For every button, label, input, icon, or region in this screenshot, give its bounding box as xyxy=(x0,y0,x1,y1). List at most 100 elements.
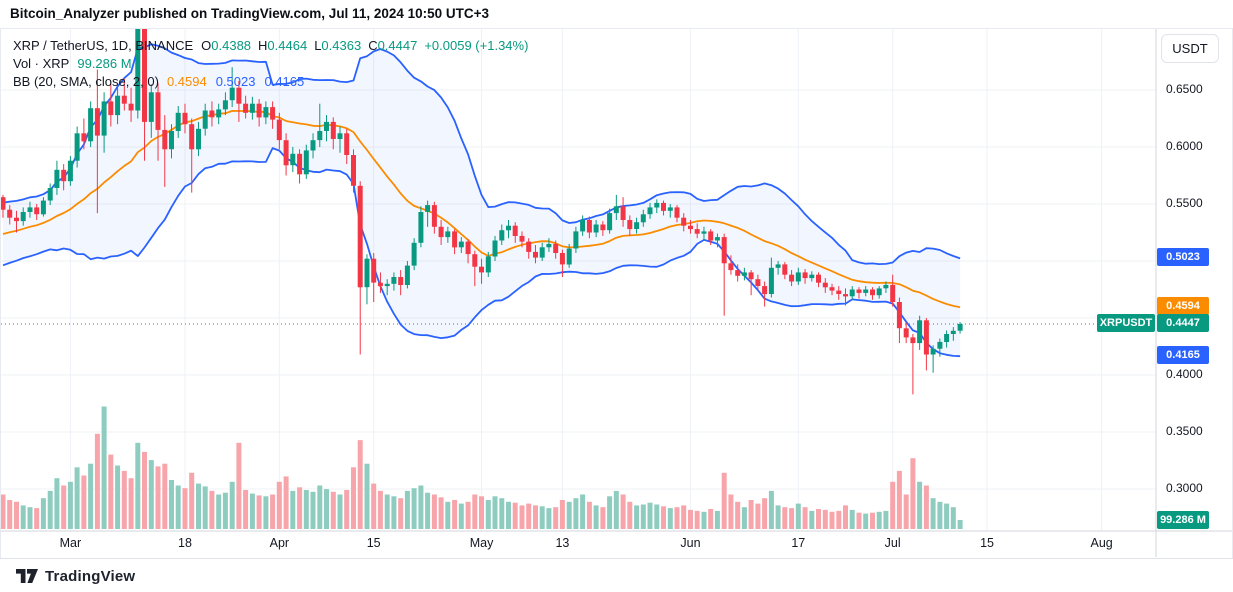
candle-body xyxy=(128,103,134,111)
time-axis-label[interactable]: May xyxy=(469,536,494,550)
candle-body xyxy=(371,258,377,283)
candle-body xyxy=(681,217,687,226)
volume-bar xyxy=(236,442,242,529)
bb-upper-badge: 0.5023 xyxy=(1157,248,1209,267)
time-axis-label[interactable]: 15 xyxy=(366,536,381,550)
volume-bar xyxy=(101,406,107,529)
candle-body xyxy=(398,277,404,285)
currency-toggle-button[interactable]: USDT xyxy=(1161,34,1219,63)
price-axis-label[interactable]: 0.5500 xyxy=(1166,196,1203,210)
legend-bb-row[interactable]: BB (20, SMA, close, 2, 0) 0.4594 0.5023 0.4… xyxy=(13,73,528,91)
candle-body xyxy=(34,207,40,215)
volume-bar xyxy=(196,483,201,529)
volume-bar xyxy=(512,502,518,529)
volume-bar xyxy=(337,494,343,529)
volume-bar xyxy=(74,467,80,529)
candle-body xyxy=(694,229,700,234)
candle-body xyxy=(903,328,909,338)
volume-bar xyxy=(270,494,276,529)
candle-body xyxy=(809,274,815,279)
candle-body xyxy=(290,153,296,166)
volume-bar xyxy=(870,512,875,529)
candle-body xyxy=(229,87,235,101)
volume-bar xyxy=(88,463,94,529)
candle-body xyxy=(647,207,653,215)
time-axis-label[interactable]: 17 xyxy=(791,536,806,550)
candle-body xyxy=(101,101,107,136)
candle-body xyxy=(627,220,633,230)
volume-bar xyxy=(681,505,687,529)
candle-body xyxy=(222,100,228,110)
candle-body xyxy=(465,241,471,255)
candle-body xyxy=(816,274,821,283)
volume-bar xyxy=(701,511,707,529)
price-axis-label[interactable]: 0.3000 xyxy=(1166,481,1203,495)
time-axis-label[interactable]: Jun xyxy=(680,536,701,550)
price-chart[interactable] xyxy=(1,29,1232,557)
legend-volume-row[interactable]: Vol · XRP 99.286 M xyxy=(13,55,528,73)
volume-bar xyxy=(600,507,606,529)
candle-body xyxy=(303,150,309,175)
volume-bar xyxy=(438,497,444,530)
time-axis-label[interactable]: 18 xyxy=(178,536,192,550)
candle-body xyxy=(209,110,215,118)
volume-bar xyxy=(546,508,552,529)
time-axis-label[interactable]: Jul xyxy=(884,536,901,550)
candle-body xyxy=(741,272,747,276)
candle-body xyxy=(377,282,383,287)
candle-body xyxy=(883,284,889,289)
volume-bar xyxy=(553,507,559,529)
volume-bar xyxy=(148,460,154,529)
price-axis-label[interactable]: 0.4000 xyxy=(1166,367,1203,381)
price-axis-label[interactable]: 0.3500 xyxy=(1166,424,1203,438)
volume-bar xyxy=(162,463,168,529)
candle-body xyxy=(47,188,53,201)
time-axis-label[interactable]: 15 xyxy=(980,536,994,550)
volume-bar xyxy=(445,501,451,529)
volume-bar xyxy=(768,490,774,529)
volume-bar xyxy=(775,505,781,529)
volume-bar xyxy=(809,510,815,529)
price-axis-label[interactable]: 0.6000 xyxy=(1166,139,1203,153)
volume-bar xyxy=(640,504,646,529)
candle-body xyxy=(593,224,599,233)
price-axis-label[interactable]: 0.6500 xyxy=(1166,82,1203,96)
volume-bar xyxy=(930,498,936,529)
candle-body xyxy=(735,270,741,276)
volume-bar xyxy=(297,487,303,529)
volume-bar xyxy=(330,491,336,529)
volume-bar xyxy=(377,490,383,529)
candle-body xyxy=(620,206,626,220)
candle-body xyxy=(7,209,13,218)
time-axis-label[interactable]: Mar xyxy=(59,536,82,550)
candle-body xyxy=(458,241,464,248)
tradingview-brand[interactable]: TradingView xyxy=(16,568,135,585)
volume-bar xyxy=(283,476,289,529)
candle-body xyxy=(94,108,100,136)
candle-body xyxy=(1,197,6,210)
volume-bar xyxy=(896,470,902,529)
candle-body xyxy=(674,207,680,218)
volume-bar xyxy=(229,481,235,529)
volume-bar xyxy=(762,498,768,529)
legend-symbol-row[interactable]: XRP / TetherUS, 1D, BINANCE O0.4388 H0.446… xyxy=(13,37,528,55)
candle-body xyxy=(580,220,586,232)
volume-bar xyxy=(620,494,626,529)
candle-body xyxy=(344,133,350,155)
volume-bar xyxy=(923,485,929,529)
volume-bar xyxy=(714,510,720,529)
bb-basis-badge: 0.4594 xyxy=(1157,297,1209,316)
time-axis-label[interactable]: Apr xyxy=(269,536,290,550)
legend-bb-label: BB (20, SMA, close, 2, 0) xyxy=(13,74,159,89)
volume-bar xyxy=(357,440,363,529)
time-axis-label[interactable]: Aug xyxy=(1090,536,1113,550)
candle-body xyxy=(115,95,121,116)
legend-change-value: +0.0059 (+1.34%) xyxy=(424,38,529,53)
volume-bar xyxy=(108,454,114,529)
time-axis-label[interactable]: 13 xyxy=(555,536,570,550)
candle-body xyxy=(930,348,936,355)
volume-bar xyxy=(418,485,424,529)
legend-ohlc: O0.4388 H0.4464 L0.4363 C0.4447 +0.0059 (+1.… xyxy=(201,38,528,53)
candle-body xyxy=(404,265,410,285)
volume-bar xyxy=(310,491,316,529)
